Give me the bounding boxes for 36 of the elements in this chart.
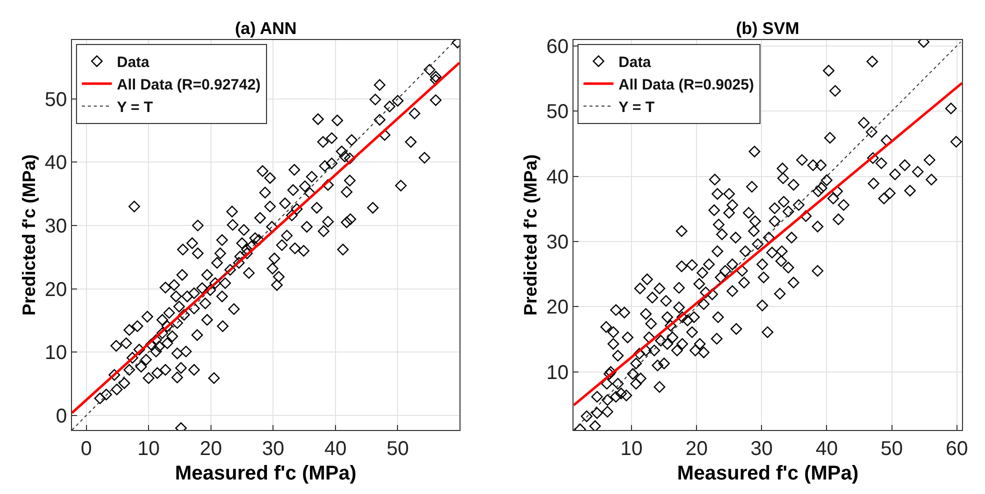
legend-label: Y = T	[116, 99, 153, 116]
x-tick-label: 10	[620, 438, 643, 460]
x-tick-label: 20	[685, 438, 708, 460]
y-tick-label: 10	[546, 362, 569, 384]
y-tick-label: 30	[546, 232, 569, 254]
y-tick-label: 30	[44, 216, 67, 238]
x-tick-label: 20	[200, 438, 222, 460]
x-tick-label: 40	[324, 438, 347, 460]
y-tick-label: 10	[44, 342, 67, 364]
chart-title: (b) SVM	[736, 19, 800, 38]
y-tick-label: 0	[56, 405, 67, 428]
y-tick-label: 50	[546, 101, 569, 124]
x-tick-label: 30	[262, 438, 284, 460]
chart-title: (a) ANN	[235, 19, 297, 38]
x-axis-title: Measured f'c (MPa)	[677, 462, 859, 484]
x-tick-label: 30	[750, 438, 773, 460]
x-tick-label: 60	[946, 438, 968, 460]
y-tick-label: 60	[546, 36, 569, 58]
x-tick-label: 40	[816, 438, 838, 460]
y-axis-title: Predicted f'c (MPa)	[18, 154, 39, 316]
legend-label: Y = T	[618, 99, 655, 116]
y-tick-label: 40	[44, 152, 67, 174]
x-axis-title: Measured f'c (MPa)	[174, 462, 356, 484]
x-tick-label: 50	[880, 438, 903, 460]
legend-label: All Data (R=0.92742)	[116, 76, 261, 94]
legend-label: All Data (R=0.9025)	[618, 76, 754, 94]
x-tick-label: 50	[386, 438, 409, 460]
y-tick-label: 20	[44, 278, 67, 301]
y-tick-label: 50	[44, 88, 67, 111]
x-tick-label: 0	[80, 438, 92, 460]
y-tick-label: 20	[546, 296, 569, 319]
legend-label: Data	[618, 54, 652, 71]
x-tick-label: 10	[137, 438, 160, 460]
y-tick-label: 40	[546, 166, 569, 188]
legend-label: Data	[116, 54, 150, 71]
y-axis-title: Predicted f'c (MPa)	[520, 154, 541, 316]
